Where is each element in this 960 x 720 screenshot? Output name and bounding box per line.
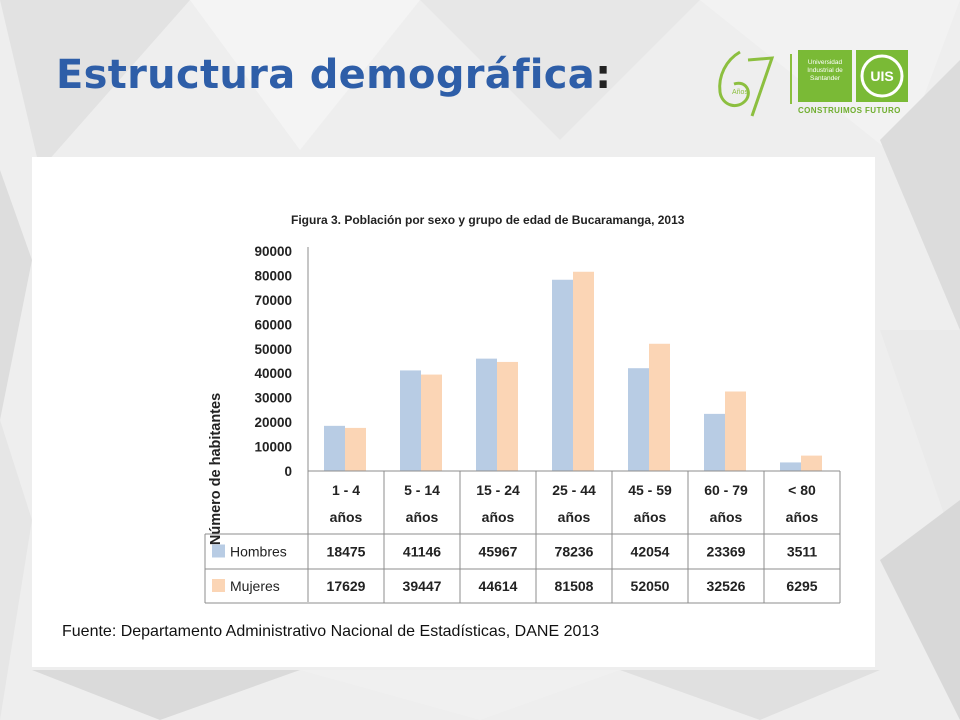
y-tick-label: 20000 bbox=[254, 415, 292, 430]
table-cell-value: 6295 bbox=[786, 578, 817, 594]
category-label: < 80 bbox=[788, 482, 816, 498]
table-cell-value: 81508 bbox=[555, 578, 594, 594]
university-tagline: CONSTRUIMOS FUTURO bbox=[798, 106, 901, 115]
table-cell-value: 52050 bbox=[631, 578, 670, 594]
bar-mujeres bbox=[725, 391, 746, 471]
y-tick-label: 60000 bbox=[254, 317, 292, 332]
anniversary-logo: Años bbox=[718, 50, 775, 117]
university-line-1: Universidad bbox=[807, 59, 843, 66]
table-cell-value: 41146 bbox=[403, 544, 441, 560]
table-cell-value: 78236 bbox=[555, 544, 594, 560]
category-label: 15 - 24 bbox=[476, 482, 520, 498]
y-tick-label: 50000 bbox=[254, 342, 292, 357]
bar-hombres bbox=[400, 370, 421, 471]
population-chart: Figura 3. Población por sexo y grupo de … bbox=[62, 213, 841, 640]
bar-hombres bbox=[780, 462, 801, 471]
y-axis-label: Número de habitantes bbox=[208, 393, 224, 545]
bar-hombres bbox=[552, 279, 573, 471]
university-line-2: Industrial de bbox=[807, 67, 843, 74]
category-label: 25 - 44 bbox=[552, 482, 596, 498]
category-label-unit: años bbox=[406, 509, 439, 525]
figure-panel: Figura 3. Población por sexo y grupo de … bbox=[32, 157, 875, 667]
page-title-text: Estructura demográfica bbox=[56, 52, 596, 98]
bar-mujeres bbox=[801, 455, 822, 471]
bar-mujeres bbox=[345, 427, 366, 471]
y-tick-label: 70000 bbox=[254, 293, 292, 308]
bar-hombres bbox=[476, 358, 497, 471]
bars bbox=[324, 271, 822, 471]
category-label: 60 - 79 bbox=[704, 482, 748, 498]
bar-mujeres bbox=[649, 343, 670, 471]
bar-hombres bbox=[628, 368, 649, 471]
y-axis-ticks: 0 10000 20000 30000 40000 50000 60000 70000 8000… bbox=[254, 244, 292, 479]
data-table: 1 - 4 años 5 - 14 años 15 - 24 años 25 - 44 año… bbox=[204, 470, 841, 604]
table-cell-value: 18475 bbox=[327, 544, 366, 560]
legend-label: Mujeres bbox=[230, 578, 280, 594]
category-label-unit: años bbox=[710, 509, 743, 525]
legend-label: Hombres bbox=[230, 544, 287, 560]
uis-seal-logo: UIS bbox=[856, 50, 908, 102]
category-label-unit: años bbox=[786, 509, 819, 525]
category-label: 5 - 14 bbox=[404, 482, 440, 498]
table-cell-value: 39447 bbox=[403, 578, 442, 594]
bar-mujeres bbox=[573, 271, 594, 471]
table-cell-value: 42054 bbox=[631, 544, 670, 560]
anniversary-word: Años bbox=[732, 89, 748, 96]
bar-hombres bbox=[704, 413, 725, 471]
legend-swatch-hombres bbox=[212, 544, 225, 558]
university-name-logo: Universidad Industrial de Santander bbox=[798, 50, 852, 102]
legend-swatch-mujeres bbox=[212, 579, 225, 592]
category-label: 45 - 59 bbox=[628, 482, 672, 498]
category-label-unit: años bbox=[558, 509, 591, 525]
y-tick-label: 80000 bbox=[254, 268, 292, 283]
source-note: Fuente: Departamento Administrativo Naci… bbox=[62, 623, 599, 640]
page-title-colon: : bbox=[595, 52, 612, 98]
y-tick-label: 10000 bbox=[254, 440, 292, 455]
y-tick-label: 90000 bbox=[254, 244, 292, 259]
table-cell-value: 44614 bbox=[479, 578, 518, 594]
chart-title: Figura 3. Población por sexo y grupo de … bbox=[291, 213, 685, 227]
bar-mujeres bbox=[421, 374, 442, 471]
university-line-3: Santander bbox=[810, 75, 840, 82]
y-tick-label: 30000 bbox=[254, 391, 292, 406]
bar-hombres bbox=[324, 425, 345, 471]
logo-divider bbox=[790, 54, 792, 104]
y-tick-label: 0 bbox=[284, 464, 292, 479]
table-cell-value: 3511 bbox=[787, 544, 818, 560]
category-label-unit: años bbox=[330, 509, 363, 525]
category-label-unit: años bbox=[482, 509, 515, 525]
page-title: Estructura demográfica: bbox=[56, 52, 611, 98]
table-cell-value: 32526 bbox=[707, 578, 746, 594]
category-label: 1 - 4 bbox=[332, 482, 360, 498]
table-cell-value: 45967 bbox=[479, 544, 518, 560]
category-label-unit: años bbox=[634, 509, 667, 525]
table-cell-value: 17629 bbox=[327, 578, 366, 594]
table-cell-value: 23369 bbox=[707, 544, 746, 560]
bar-mujeres bbox=[497, 361, 518, 471]
y-tick-label: 40000 bbox=[254, 366, 292, 381]
seal-text: UIS bbox=[870, 68, 893, 84]
